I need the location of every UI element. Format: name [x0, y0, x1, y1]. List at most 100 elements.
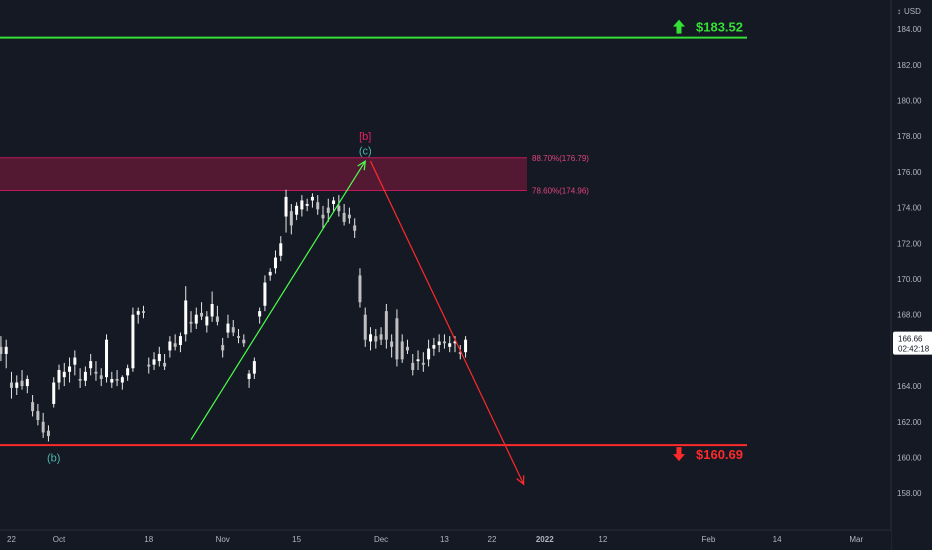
candle-body	[9, 382, 13, 388]
time-axis-background	[0, 530, 891, 550]
candle-body	[437, 341, 441, 346]
candle-body	[136, 311, 140, 315]
candle-body	[205, 316, 209, 326]
candle-body	[189, 321, 193, 324]
candle-body	[310, 196, 314, 201]
candles-group	[0, 189, 468, 442]
candle-body	[99, 375, 103, 379]
candle-body	[268, 271, 272, 276]
candle-body	[273, 257, 277, 269]
wave-arrow-line	[190, 160, 366, 440]
candle-body	[0, 346, 3, 354]
candle-body	[242, 339, 246, 344]
candle-body	[458, 352, 462, 354]
wave-arrow-head	[357, 160, 366, 171]
y-tick-label: 182.00	[897, 61, 922, 70]
candle-body	[168, 341, 172, 351]
candle-body	[110, 378, 114, 383]
candle-body	[258, 311, 262, 317]
candle-body	[73, 357, 77, 365]
x-tick-label: 22	[488, 535, 497, 544]
candle-body	[194, 314, 198, 324]
wave-arrow-line	[369, 160, 525, 485]
candle-body	[384, 311, 388, 340]
candle-body	[305, 204, 309, 206]
candle-body	[221, 345, 225, 351]
level-label-upper: $183.52	[696, 20, 743, 35]
candle-body	[321, 214, 325, 219]
candle-body	[427, 348, 431, 360]
scale-toggle-icon: ↕	[897, 7, 901, 16]
y-tick-label: 174.00	[897, 204, 922, 213]
candle-body	[62, 371, 66, 378]
y-tick-label: 160.00	[897, 454, 922, 463]
y-tick-label: 172.00	[897, 239, 922, 248]
candle-body	[432, 345, 436, 349]
candle-body	[200, 312, 204, 317]
candle-body	[184, 300, 188, 335]
candle-body	[41, 421, 45, 433]
candle-body	[46, 430, 50, 437]
candle-body	[52, 382, 56, 404]
candle-body	[131, 314, 135, 369]
candle-body	[15, 382, 19, 388]
price-axis-background	[891, 0, 932, 550]
current-price-countdown: 02:42:18	[898, 345, 930, 354]
y-tick-label: 162.00	[897, 418, 922, 427]
candle-body	[363, 314, 367, 340]
candle-body	[337, 205, 341, 212]
candle-body	[115, 378, 119, 381]
x-tick-label: 12	[598, 535, 607, 544]
x-tick-label: 2022	[536, 535, 554, 544]
wave-label: (b)	[47, 453, 60, 465]
wave-label: (c)	[359, 145, 372, 157]
level-label-lower: $160.69	[696, 447, 743, 462]
candle-body	[263, 282, 267, 306]
candle-body	[295, 205, 299, 215]
x-tick-label: Oct	[53, 535, 66, 544]
candle-body	[57, 370, 61, 383]
candle-body	[453, 341, 457, 344]
candle-body	[226, 323, 230, 333]
candle-body	[231, 327, 235, 333]
candle-body	[94, 371, 98, 374]
x-tick-label: 15	[292, 535, 301, 544]
candle-body	[374, 336, 378, 342]
fib-zone	[0, 157, 527, 191]
candle-body	[4, 346, 8, 354]
y-tick-label: 184.00	[897, 25, 922, 34]
candle-body	[326, 207, 330, 213]
candle-body	[416, 359, 420, 362]
fib-bottom-label: 78.60%(174.96)	[532, 186, 589, 195]
current-price-value: 166.66	[898, 335, 923, 344]
candle-body	[141, 311, 145, 313]
candle-body	[442, 341, 446, 344]
candle-body	[332, 200, 336, 205]
fib-top-label: 88.70%(176.79)	[532, 154, 589, 163]
current-price-tag	[893, 331, 932, 355]
candle-body	[20, 380, 24, 387]
candle-body	[105, 339, 109, 378]
candle-body	[68, 366, 72, 372]
candle-body	[173, 343, 177, 347]
candle-body	[369, 334, 373, 342]
candle-body	[31, 402, 35, 412]
y-tick-label: 180.00	[897, 97, 922, 106]
candle-body	[247, 373, 251, 379]
candle-body	[347, 214, 351, 219]
x-tick-label: Dec	[374, 535, 388, 544]
candle-body	[237, 336, 241, 338]
candle-body	[210, 303, 214, 317]
candle-body	[379, 334, 383, 340]
candle-body	[400, 341, 404, 360]
candle-body	[448, 343, 452, 347]
candle-body	[395, 318, 399, 360]
currency-label: USD	[904, 7, 921, 16]
candle-body	[252, 361, 256, 374]
candle-body	[89, 361, 93, 369]
x-tick-label: Feb	[702, 535, 716, 544]
price-axis: USD↕158.00160.00162.00164.00166.00168.00…	[890, 0, 932, 550]
arrow-up-icon	[673, 19, 685, 34]
candle-body	[163, 362, 167, 367]
